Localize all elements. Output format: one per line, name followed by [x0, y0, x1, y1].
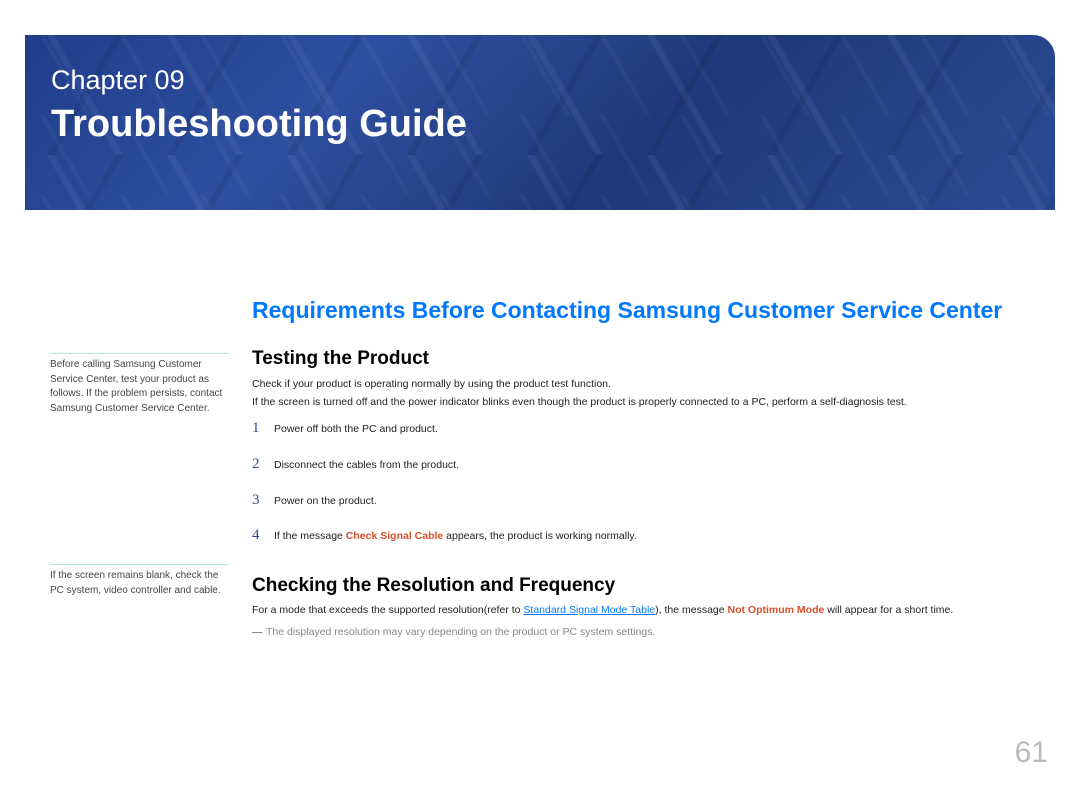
step-row: 4 If the message Check Signal Cable appe…	[252, 527, 637, 545]
signal-mode-table-link[interactable]: Standard Signal Mode Table	[523, 604, 655, 616]
step-row: 3 Power on the product.	[252, 492, 637, 510]
step-number: 1	[252, 420, 274, 437]
section2-body: For a mode that exceeds the supported re…	[252, 603, 953, 619]
steps-list: 1 Power off both the PC and product. 2 D…	[252, 420, 637, 563]
section2-prefix: For a mode that exceeds the supported re…	[252, 604, 523, 616]
footnote: ―The displayed resolution may vary depen…	[252, 625, 655, 641]
step-text: Disconnect the cables from the product.	[274, 456, 459, 474]
step-text: Power on the product.	[274, 492, 377, 510]
step-number: 4	[252, 527, 274, 544]
sidebar-note-2: If the screen remains blank, check the P…	[50, 564, 228, 598]
step4-suffix: appears, the product is working normally…	[443, 530, 637, 542]
step-text: If the message Check Signal Cable appear…	[274, 527, 637, 545]
section1-body-line2: If the screen is turned off and the powe…	[252, 395, 907, 411]
page-number: 61	[1015, 736, 1048, 770]
step-number: 3	[252, 492, 274, 509]
step4-prefix: If the message	[274, 530, 346, 542]
step-row: 1 Power off both the PC and product.	[252, 420, 637, 438]
main-heading: Requirements Before Contacting Samsung C…	[252, 297, 1002, 324]
chapter-title: Troubleshooting Guide	[51, 103, 467, 146]
section1-body-line1: Check if your product is operating norma…	[252, 377, 611, 393]
step4-bold-text: Check Signal Cable	[346, 530, 443, 542]
chapter-banner: Chapter 09 Troubleshooting Guide	[25, 35, 1055, 210]
step-number: 2	[252, 456, 274, 473]
footnote-text: The displayed resolution may vary depend…	[266, 626, 655, 638]
section-heading-testing: Testing the Product	[252, 348, 429, 370]
section2-suffix: will appear for a short time.	[824, 604, 953, 616]
chapter-label: Chapter 09	[51, 65, 185, 96]
step-text: Power off both the PC and product.	[274, 420, 438, 438]
section2-bold-text: Not Optimum Mode	[728, 604, 825, 616]
section2-mid: ), the message	[655, 604, 727, 616]
section-heading-resolution: Checking the Resolution and Frequency	[252, 575, 615, 597]
footnote-marker: ―	[252, 625, 266, 641]
sidebar-note-1: Before calling Samsung Customer Service …	[50, 353, 228, 416]
step-row: 2 Disconnect the cables from the product…	[252, 456, 637, 474]
